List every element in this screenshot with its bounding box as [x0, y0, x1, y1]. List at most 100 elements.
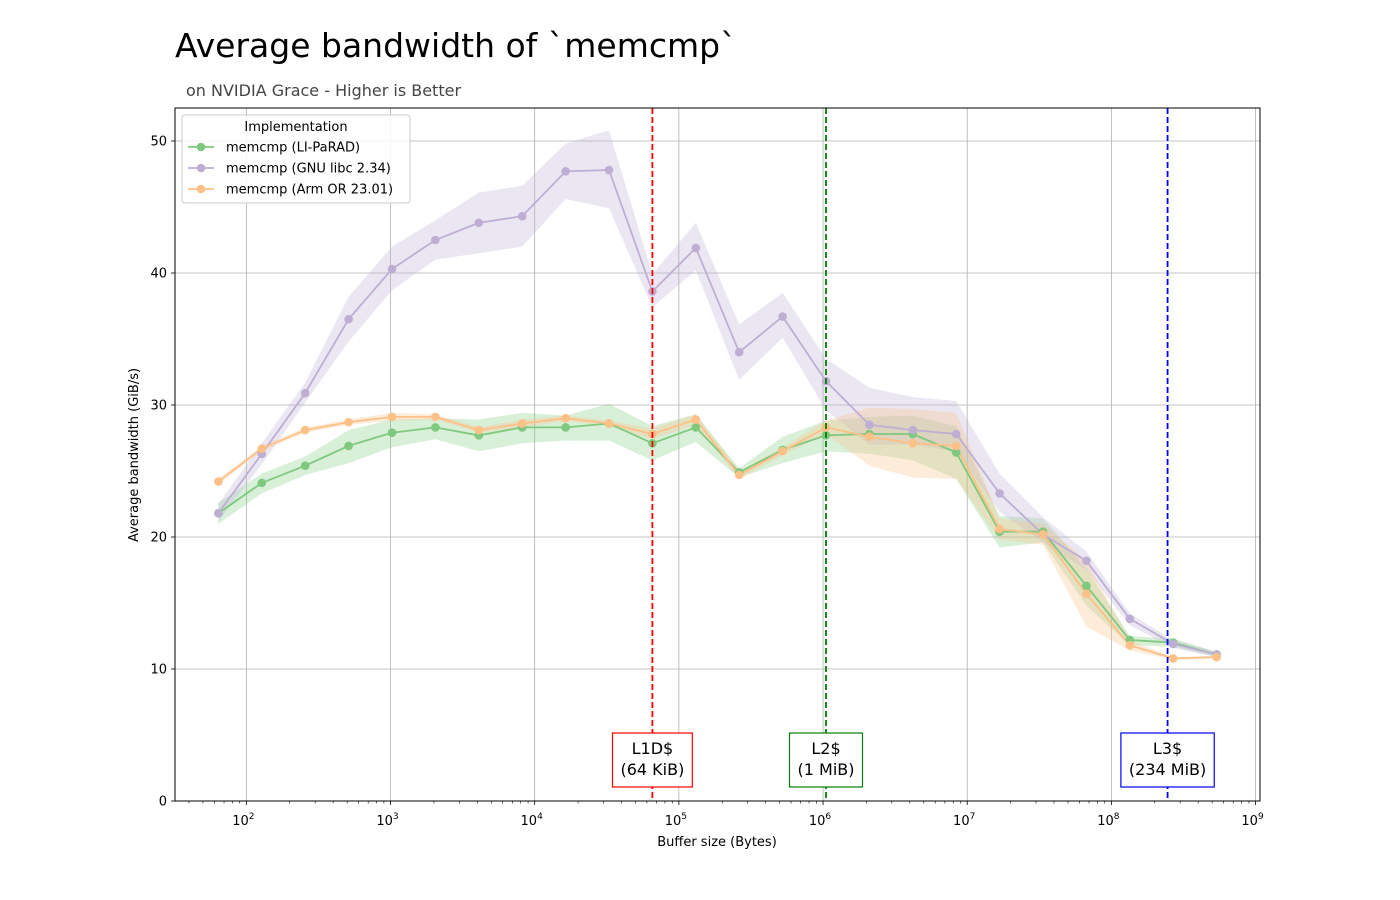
- cache-marker-box: [788, 732, 864, 788]
- data-point: [951, 429, 961, 439]
- series-line-0: [217, 422, 1217, 656]
- series-band-1: [218, 130, 1217, 658]
- x-tick-label: 104: [521, 812, 544, 829]
- chart-title: Average bandwidth of `memcmp`: [175, 26, 737, 65]
- data-point: [474, 425, 484, 435]
- data-point: [1168, 654, 1178, 663]
- data-point: [387, 428, 397, 438]
- data-point: [1082, 556, 1091, 566]
- data-point: [344, 417, 353, 427]
- plot-frame: [174, 107, 1261, 802]
- series-line-2: [217, 415, 1217, 660]
- legend-entry-label: memcmp (LI-PaRAD): [226, 141, 360, 156]
- legend-swatch-marker: [196, 142, 206, 152]
- legend: Implementation memcmp (LI-PaRAD) memcmp (…: [181, 114, 411, 204]
- chart-subtitle: on NVIDIA Grace - Higher is Better: [186, 81, 462, 100]
- data-point: [344, 314, 353, 324]
- cache-marker-label-line1: L2$: [811, 739, 840, 758]
- cache-marker-label-line1: L1D$: [632, 739, 674, 758]
- data-point: [474, 218, 484, 228]
- data-point: [865, 420, 874, 430]
- legend-entry-label: memcmp (GNU libc 2.34): [226, 162, 391, 177]
- y-tick-label: 30: [150, 399, 167, 414]
- x-tick-label: 109: [1241, 812, 1264, 829]
- data-point: [300, 425, 310, 435]
- series-line-1: [217, 169, 1217, 656]
- data-point: [691, 243, 701, 253]
- legend-entry-label: memcmp (Arm OR 23.01): [226, 183, 393, 198]
- x-axis-label: Buffer size (Bytes): [657, 835, 777, 850]
- data-point: [517, 211, 527, 221]
- data-point: [995, 524, 1004, 534]
- cache-marker-label: L3$ (234 MiB): [1120, 732, 1215, 788]
- data-point: [778, 446, 787, 456]
- data-point: [951, 441, 961, 451]
- series-band-0: [218, 403, 1217, 658]
- data-point: [387, 412, 397, 422]
- data-point: [691, 415, 701, 424]
- data-point: [908, 438, 918, 448]
- x-tick-label: 106: [809, 812, 832, 829]
- y-tick-label: 40: [150, 267, 167, 282]
- data-point: [951, 448, 961, 457]
- data-point: [734, 347, 744, 357]
- data-point: [1212, 652, 1221, 662]
- data-point: [1168, 639, 1178, 649]
- data-point: [1038, 530, 1048, 539]
- x-axis: 102 103 104 105 106 107 108 109: [188, 801, 1264, 829]
- y-axis: 0 10 20 30 40 50: [150, 135, 175, 810]
- data-point: [300, 388, 310, 398]
- data-point: [1125, 640, 1135, 650]
- y-tick-label: 0: [159, 795, 167, 810]
- data-point: [561, 413, 570, 423]
- data-point: [561, 167, 570, 176]
- x-tick-label: 105: [665, 812, 687, 829]
- confidence-bands: [218, 130, 1217, 660]
- cache-marker-label-line2: (1 MiB): [798, 760, 855, 779]
- data-point: [691, 423, 701, 432]
- data-point: [561, 423, 570, 432]
- data-point: [344, 441, 353, 451]
- data-point: [214, 477, 223, 486]
- data-point: [387, 264, 397, 274]
- cache-marker-label: L1D$ (64 KiB): [611, 732, 693, 788]
- data-point: [1082, 581, 1091, 591]
- x-tick-label: 102: [232, 812, 254, 829]
- data-point: [778, 312, 787, 321]
- cache-marker-label-line2: (64 KiB): [620, 760, 684, 779]
- series-lines: [217, 169, 1217, 660]
- x-tick-label: 107: [953, 812, 975, 829]
- data-point: [995, 489, 1004, 498]
- cache-marker-label: L2$ (1 MiB): [788, 732, 864, 788]
- cache-marker-label-line2: (234 MiB): [1129, 760, 1206, 779]
- y-axis-label: Average bandwidth (GiB/s): [127, 368, 142, 542]
- data-point: [431, 412, 440, 422]
- legend-box: [181, 114, 411, 204]
- y-tick-label: 50: [150, 135, 167, 150]
- data-point: [604, 165, 614, 175]
- cache-marker-box: [611, 732, 693, 788]
- data-point: [300, 461, 310, 471]
- data-point: [604, 419, 614, 428]
- data-point: [517, 419, 527, 428]
- y-tick-label: 20: [150, 531, 167, 546]
- data-point: [257, 478, 267, 488]
- data-point: [908, 425, 918, 435]
- cache-marker-label-line1: L3$: [1153, 739, 1182, 758]
- legend-swatch-marker: [196, 163, 206, 173]
- x-tick-label: 108: [1097, 812, 1120, 829]
- legend-swatch-marker: [196, 184, 206, 194]
- data-point: [1125, 614, 1135, 624]
- data-point: [734, 470, 744, 480]
- y-tick-label: 10: [150, 663, 167, 678]
- cache-size-markers: L1D$ (64 KiB) L2$ (1 MiB) L3$ (234 MiB): [611, 108, 1215, 801]
- data-point: [431, 423, 440, 432]
- x-tick-label: 103: [376, 812, 398, 829]
- cache-marker-box: [1120, 732, 1215, 788]
- data-point: [865, 432, 874, 441]
- data-point: [257, 444, 267, 453]
- legend-title: Implementation: [244, 120, 347, 135]
- data-point: [214, 508, 223, 518]
- data-point: [431, 235, 440, 245]
